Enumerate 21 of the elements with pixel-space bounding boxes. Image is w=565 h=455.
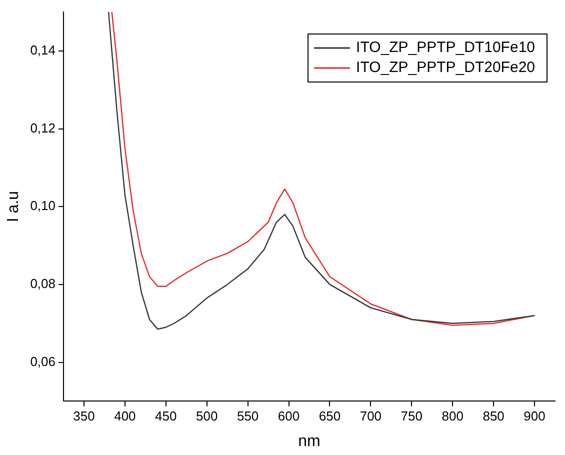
x-tick-label: 750 — [400, 408, 422, 424]
y-tick-label: 0,08 — [30, 276, 56, 292]
x-tick-label: 650 — [318, 408, 341, 424]
y-tick-label: 0,10 — [30, 198, 56, 214]
x-tick-label: 600 — [278, 408, 300, 424]
x-tick-label: 400 — [114, 408, 136, 424]
x-tick-label: 700 — [360, 408, 382, 424]
y-tick-label: 0,06 — [30, 354, 56, 369]
x-tick-label: 800 — [442, 408, 464, 424]
x-tick-label: 500 — [196, 408, 218, 424]
x-tick-label: 450 — [155, 408, 177, 424]
x-tick-label: 550 — [236, 408, 259, 424]
x-tick-label: 850 — [482, 408, 504, 424]
legend-label: ITO_ZP_PPTP_DT10Fe10 — [356, 39, 535, 56]
y-tick-label: 0,14 — [30, 42, 56, 58]
x-tick-label: 350 — [73, 408, 95, 424]
y-axis-title: I a.u — [5, 191, 22, 222]
x-axis-title: nm — [298, 432, 320, 450]
y-tick-label: 0,12 — [30, 120, 56, 136]
x-tick-label: 900 — [524, 408, 546, 424]
legend-label: ITO_ZP_PPTP_DT20Fe20 — [356, 59, 535, 76]
